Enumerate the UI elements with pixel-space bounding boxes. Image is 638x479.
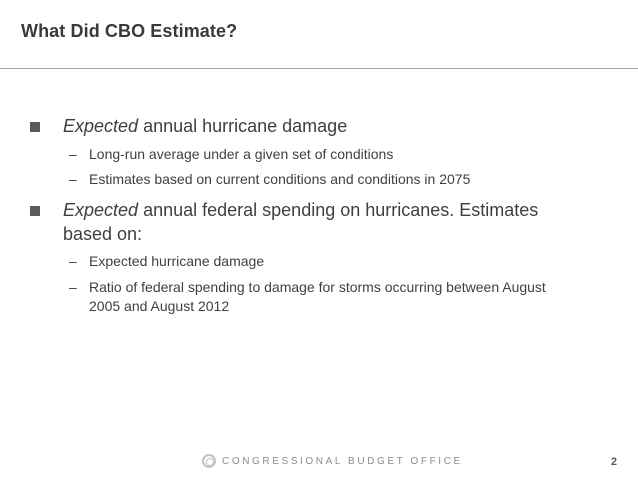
subbullet-spending-ratio: – Ratio of federal spending to damage fo…	[69, 278, 579, 316]
bullet-text: annual hurricane damage	[138, 116, 348, 136]
title-divider	[0, 68, 638, 69]
dash-bullet-icon: –	[69, 146, 77, 162]
square-bullet-icon	[30, 206, 40, 216]
dash-bullet-icon: –	[69, 171, 77, 187]
slide-footer: CONGRESSIONAL BUDGET OFFICE 2	[0, 453, 638, 475]
subbullet-text: Estimates based on current conditions an…	[89, 171, 471, 187]
bullet-emphasis: Expected	[63, 116, 139, 136]
footer-organization: CONGRESSIONAL BUDGET OFFICE	[222, 456, 463, 467]
bullet-emphasis: Expected	[63, 200, 139, 220]
subbullet-text: Ratio of federal spending to damage for …	[89, 279, 546, 314]
subbullet-estimates-conditions: – Estimates based on current conditions …	[69, 170, 579, 189]
dash-bullet-icon: –	[69, 279, 77, 295]
cbo-logo-icon	[202, 454, 216, 468]
bullet-expected-damage: Expected annual hurricane damage	[30, 114, 590, 138]
subbullet-text: Long-run average under a given set of co…	[89, 146, 394, 162]
subbullet-text: Expected hurricane damage	[89, 253, 265, 269]
dash-bullet-icon: –	[69, 253, 77, 269]
page-number: 2	[610, 456, 617, 468]
square-bullet-icon	[30, 122, 40, 132]
bullet-expected-spending: Expected annual federal spending on hurr…	[30, 198, 590, 246]
bullet-text: annual federal spending on hurricanes. E…	[63, 200, 539, 244]
subbullet-expected-damage: – Expected hurricane damage	[69, 252, 579, 271]
slide-title: What Did CBO Estimate?	[21, 21, 238, 41]
subbullet-long-run-average: – Long-run average under a given set of …	[69, 145, 579, 164]
